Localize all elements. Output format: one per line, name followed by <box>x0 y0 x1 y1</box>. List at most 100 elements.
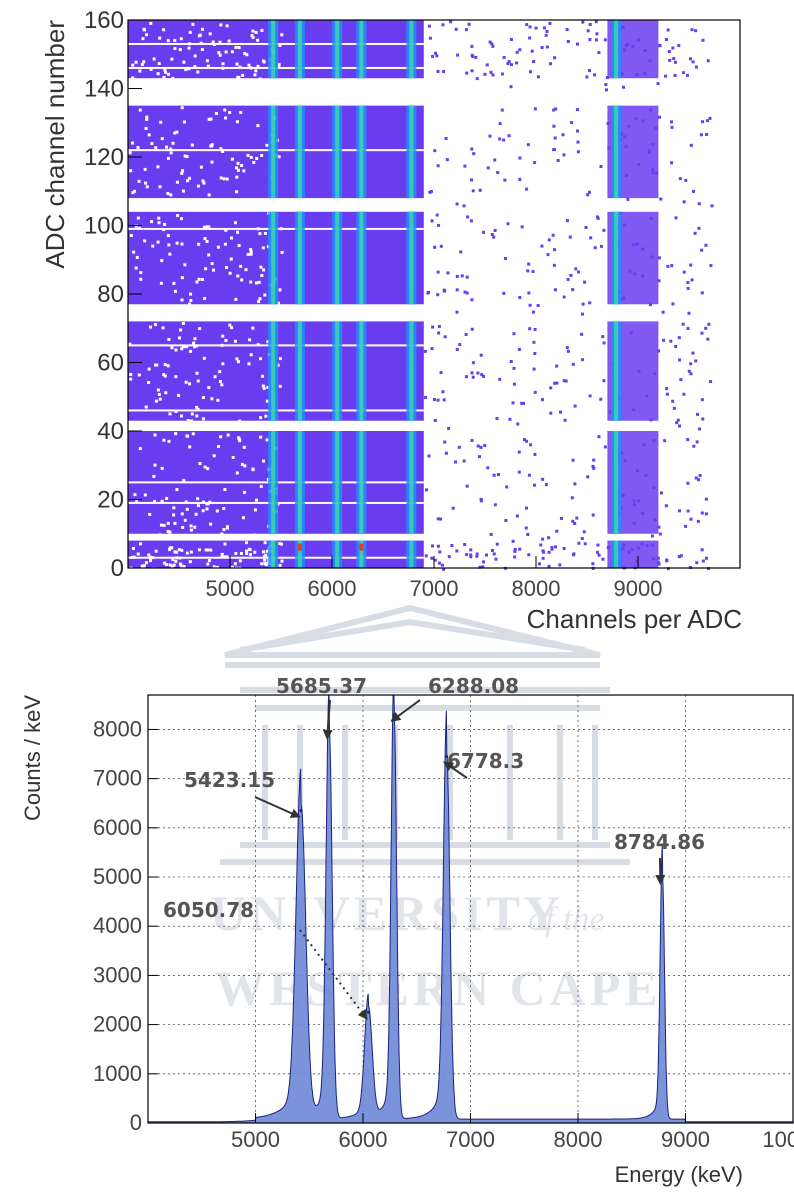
heatmap-point <box>642 443 646 447</box>
heatmap-point <box>625 173 629 177</box>
spectrum-y-tick-label: 5000 <box>93 864 142 889</box>
heatmap-point <box>657 279 661 283</box>
heatmap-point <box>666 264 670 268</box>
heatmap-hole <box>222 506 226 510</box>
heatmap-point <box>545 45 549 49</box>
heatmap-hole <box>166 156 170 160</box>
heatmap-hole <box>159 120 163 124</box>
heatmap-point <box>441 390 445 394</box>
heatmap-point <box>465 553 469 557</box>
heatmap-hole <box>163 222 167 226</box>
heatmap-hole <box>147 367 151 371</box>
heatmap-y-tick-label: 80 <box>97 281 124 308</box>
heatmap-peak-core <box>409 321 414 421</box>
heatmap-point <box>555 364 559 368</box>
heatmap-hole <box>219 147 223 151</box>
watermark-line2: WESTERN CAPE <box>215 960 662 1016</box>
heatmap-point <box>513 547 517 551</box>
heatmap-point <box>589 236 593 240</box>
heatmap-hole <box>206 64 210 68</box>
heatmap-point <box>465 275 469 279</box>
heatmap-point <box>581 20 585 24</box>
heatmap-x-axis-label: Channels per ADC <box>527 604 742 634</box>
heatmap-hole <box>261 384 265 388</box>
heatmap-point <box>447 555 451 559</box>
heatmap-point <box>424 554 428 558</box>
heatmap-point <box>533 327 537 331</box>
heatmap-hole <box>172 281 176 285</box>
heatmap-hole <box>219 23 223 27</box>
heatmap-point <box>652 486 656 490</box>
heatmap-hole <box>221 62 225 66</box>
heatmap-hole <box>241 516 245 520</box>
heatmap-point <box>623 459 627 463</box>
heatmap-point <box>594 20 598 24</box>
heatmap-point <box>526 269 530 273</box>
heatmap-point <box>539 543 543 547</box>
heatmap-peak-core <box>335 105 340 199</box>
spectrum-x-tick-label: 10000 <box>762 1127 794 1152</box>
heatmap-point <box>568 235 572 239</box>
heatmap-point <box>657 525 661 529</box>
heatmap-hole <box>234 45 238 49</box>
heatmap-hole <box>152 57 156 61</box>
heatmap-point <box>552 124 556 128</box>
heatmap-hole <box>160 499 164 503</box>
heatmap-hole <box>236 161 240 165</box>
heatmap-hole <box>201 396 205 400</box>
heatmap-hole <box>207 193 211 197</box>
heatmap-point <box>606 546 610 550</box>
heatmap-hole <box>158 185 162 189</box>
heatmap-peak-core <box>335 20 340 79</box>
heatmap-point <box>599 164 603 168</box>
heatmap-point <box>595 32 599 36</box>
heatmap-hole <box>205 59 209 63</box>
heatmap-hole <box>241 73 245 77</box>
heatmap-hole <box>228 271 232 275</box>
heatmap-point <box>592 458 596 462</box>
heatmap-hole <box>248 548 252 552</box>
heatmap-point <box>670 161 674 165</box>
heatmap-point <box>632 408 636 412</box>
heatmap-point <box>551 233 555 237</box>
spectrum-y-tick-label: 8000 <box>93 716 142 741</box>
heatmap-point <box>553 136 557 140</box>
heatmap-peak-core <box>297 211 302 305</box>
heatmap-hole <box>135 255 139 259</box>
heatmap-point <box>576 140 580 144</box>
heatmap-hole <box>263 561 267 565</box>
heatmap-point <box>580 312 584 316</box>
heatmap-point <box>502 138 506 142</box>
heatmap-point <box>637 369 641 373</box>
spectrum-annotations: 5423.15 5685.37 6288.08 6778.3 8784.86 6050.7… <box>163 674 705 1020</box>
heatmap-hole <box>183 518 187 522</box>
heatmap-point <box>650 255 654 259</box>
heatmap-point <box>706 337 710 341</box>
heatmap-hole <box>230 157 234 161</box>
heatmap-point <box>600 244 604 248</box>
heatmap-hole <box>137 179 141 183</box>
heatmap-point <box>435 213 439 217</box>
heatmap-hole <box>256 38 260 42</box>
heatmap-hole <box>153 500 157 504</box>
heatmap-hole <box>187 67 191 71</box>
heatmap-point <box>641 512 645 516</box>
heatmap-hole <box>167 243 171 247</box>
heatmap-point <box>574 267 578 271</box>
heatmap-point <box>494 557 498 561</box>
heatmap-point <box>701 417 705 421</box>
heatmap-hole <box>159 523 163 527</box>
heatmap-hole <box>185 155 189 159</box>
heatmap-point <box>456 53 460 57</box>
heatmap-hole <box>210 262 214 266</box>
heatmap-hole <box>133 189 137 193</box>
heatmap-hole <box>236 274 240 278</box>
heatmap-point <box>465 291 469 295</box>
heatmap-point <box>607 146 611 150</box>
heatmap-hole <box>180 548 184 552</box>
heatmap-hole <box>145 185 149 189</box>
heatmap-peak-core <box>409 211 414 305</box>
heatmap-point <box>672 406 676 410</box>
heatmap-point <box>559 410 563 414</box>
heatmap-hole <box>170 57 174 61</box>
